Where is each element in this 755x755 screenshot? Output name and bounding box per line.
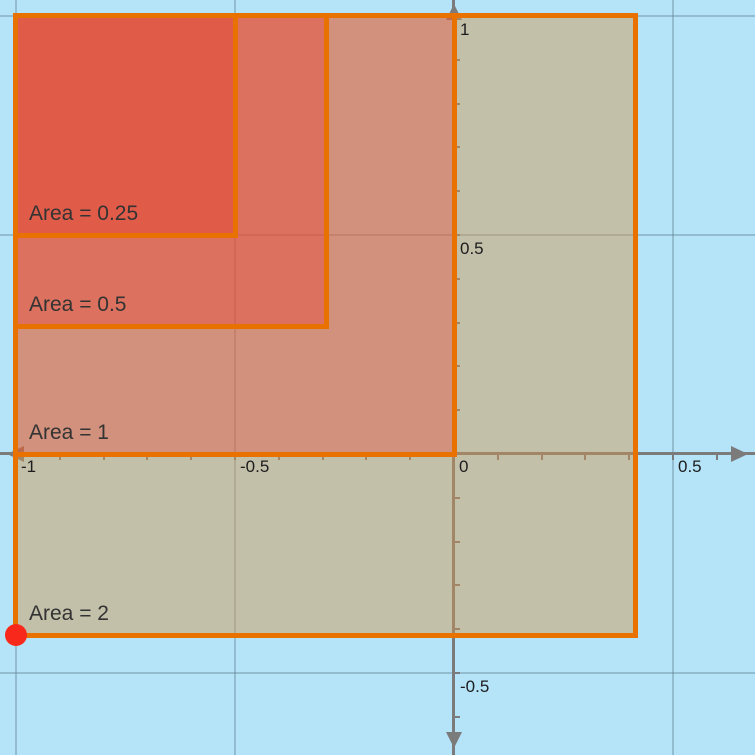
y-axis-tick-label: -0.5 [460, 677, 490, 696]
x-axis-minor-tick [540, 454, 543, 460]
y-axis-minor-tick [454, 628, 460, 631]
x-axis-minor-tick [715, 454, 718, 460]
y-axis-tick-label: 0.5 [460, 239, 484, 258]
x-axis-minor-tick [321, 454, 324, 460]
x-axis-tick-label: 0.5 [678, 457, 702, 476]
y-axis-minor-tick [454, 672, 460, 674]
x-axis-minor-tick [277, 454, 280, 460]
x-axis-minor-tick [496, 454, 499, 460]
corner-point[interactable] [5, 624, 27, 647]
square-fill-area-0.25[interactable] [16, 16, 235, 235]
y-axis-minor-tick [454, 584, 460, 587]
y-axis-minor-tick [454, 58, 460, 61]
x-axis-minor-tick [672, 454, 674, 460]
y-axis-minor-tick [454, 321, 460, 324]
horizontal-gridline [0, 672, 755, 674]
x-axis-minor-tick [58, 454, 61, 460]
x-axis-tick-label: -1 [21, 457, 37, 476]
area-label[interactable]: Area = 0.5 [29, 293, 127, 316]
y-axis-tick-label: 1 [460, 20, 470, 39]
y-axis-minor-tick [454, 540, 460, 543]
x-axis-right-arrow-icon [731, 446, 748, 462]
horizontal-gridline [0, 234, 755, 236]
x-axis-minor-tick [628, 454, 631, 460]
x-axis-tick-label: -0.5 [240, 457, 270, 476]
x-axis-minor-tick [190, 454, 193, 460]
x-axis-minor-tick [102, 454, 105, 460]
square-outline-area-0.25[interactable] [13, 13, 238, 238]
x-axis-minor-tick [409, 454, 412, 460]
x-axis-minor-tick [146, 454, 149, 460]
y-axis-minor-tick [454, 496, 460, 499]
x-axis-minor-tick [234, 454, 236, 460]
y-axis-minor-tick [454, 234, 460, 236]
y-axis-minor-tick [454, 102, 460, 105]
y-axis-minor-tick [454, 409, 460, 412]
area-label[interactable]: Area = 0.25 [29, 202, 139, 225]
vertical-gridline [672, 0, 674, 755]
area-label[interactable]: Area = 1 [29, 421, 109, 444]
x-axis-tick-label: 0 [459, 457, 469, 476]
y-axis-bottom-arrow-icon [446, 732, 462, 748]
y-axis-minor-tick [454, 146, 460, 149]
y-axis-minor-tick [454, 277, 460, 280]
y-axis-minor-tick [454, 715, 460, 718]
x-axis-minor-tick [584, 454, 587, 460]
area-label[interactable]: Area = 2 [29, 602, 109, 625]
vertical-gridline [234, 0, 236, 755]
x-axis-minor-tick [365, 454, 368, 460]
square-fill-area-0.5[interactable] [16, 16, 326, 326]
y-axis-minor-tick [454, 365, 460, 368]
y-axis-minor-tick [454, 190, 460, 193]
